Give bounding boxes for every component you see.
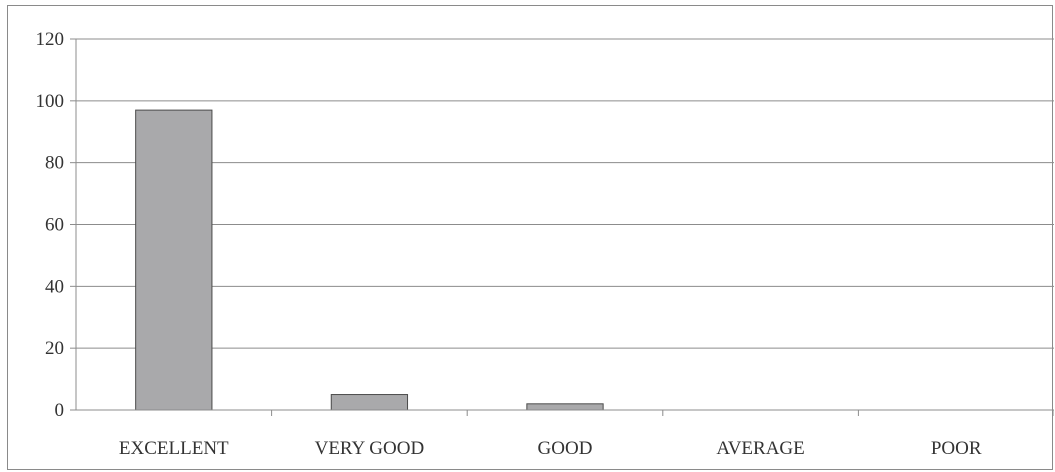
y-tick-label: 40 <box>45 276 64 297</box>
x-category-label: VERY GOOD <box>315 438 425 459</box>
chart-frame: 0 20 40 60 80 100 120 EXCELLENT VERY GOOD GOOD AVE… <box>7 5 1054 470</box>
x-category-label: AVERAGE <box>716 438 804 459</box>
bar-chart: 0 20 40 60 80 100 120 EXCELLENT VERY GOOD GOOD AVE… <box>36 29 1054 459</box>
y-tick-label: 0 <box>55 400 65 421</box>
x-category-label: POOR <box>931 438 982 459</box>
bar-good <box>526 403 604 411</box>
labels: 0 20 40 60 80 100 120 EXCELLENT VERY GOOD GOOD AVE… <box>36 29 982 459</box>
bars <box>135 109 604 411</box>
y-tick-label: 80 <box>45 153 64 174</box>
y-tick-label: 20 <box>45 338 64 359</box>
bar-very-good <box>330 394 409 411</box>
gridlines <box>76 38 1054 349</box>
bar-excellent <box>135 109 213 411</box>
x-category-label: GOOD <box>538 438 593 459</box>
x-category-label: EXCELLENT <box>119 438 229 459</box>
y-tick-label: 60 <box>45 215 64 236</box>
axes <box>70 38 1054 416</box>
y-tick-label: 100 <box>36 91 65 112</box>
y-tick-label: 120 <box>36 29 65 50</box>
